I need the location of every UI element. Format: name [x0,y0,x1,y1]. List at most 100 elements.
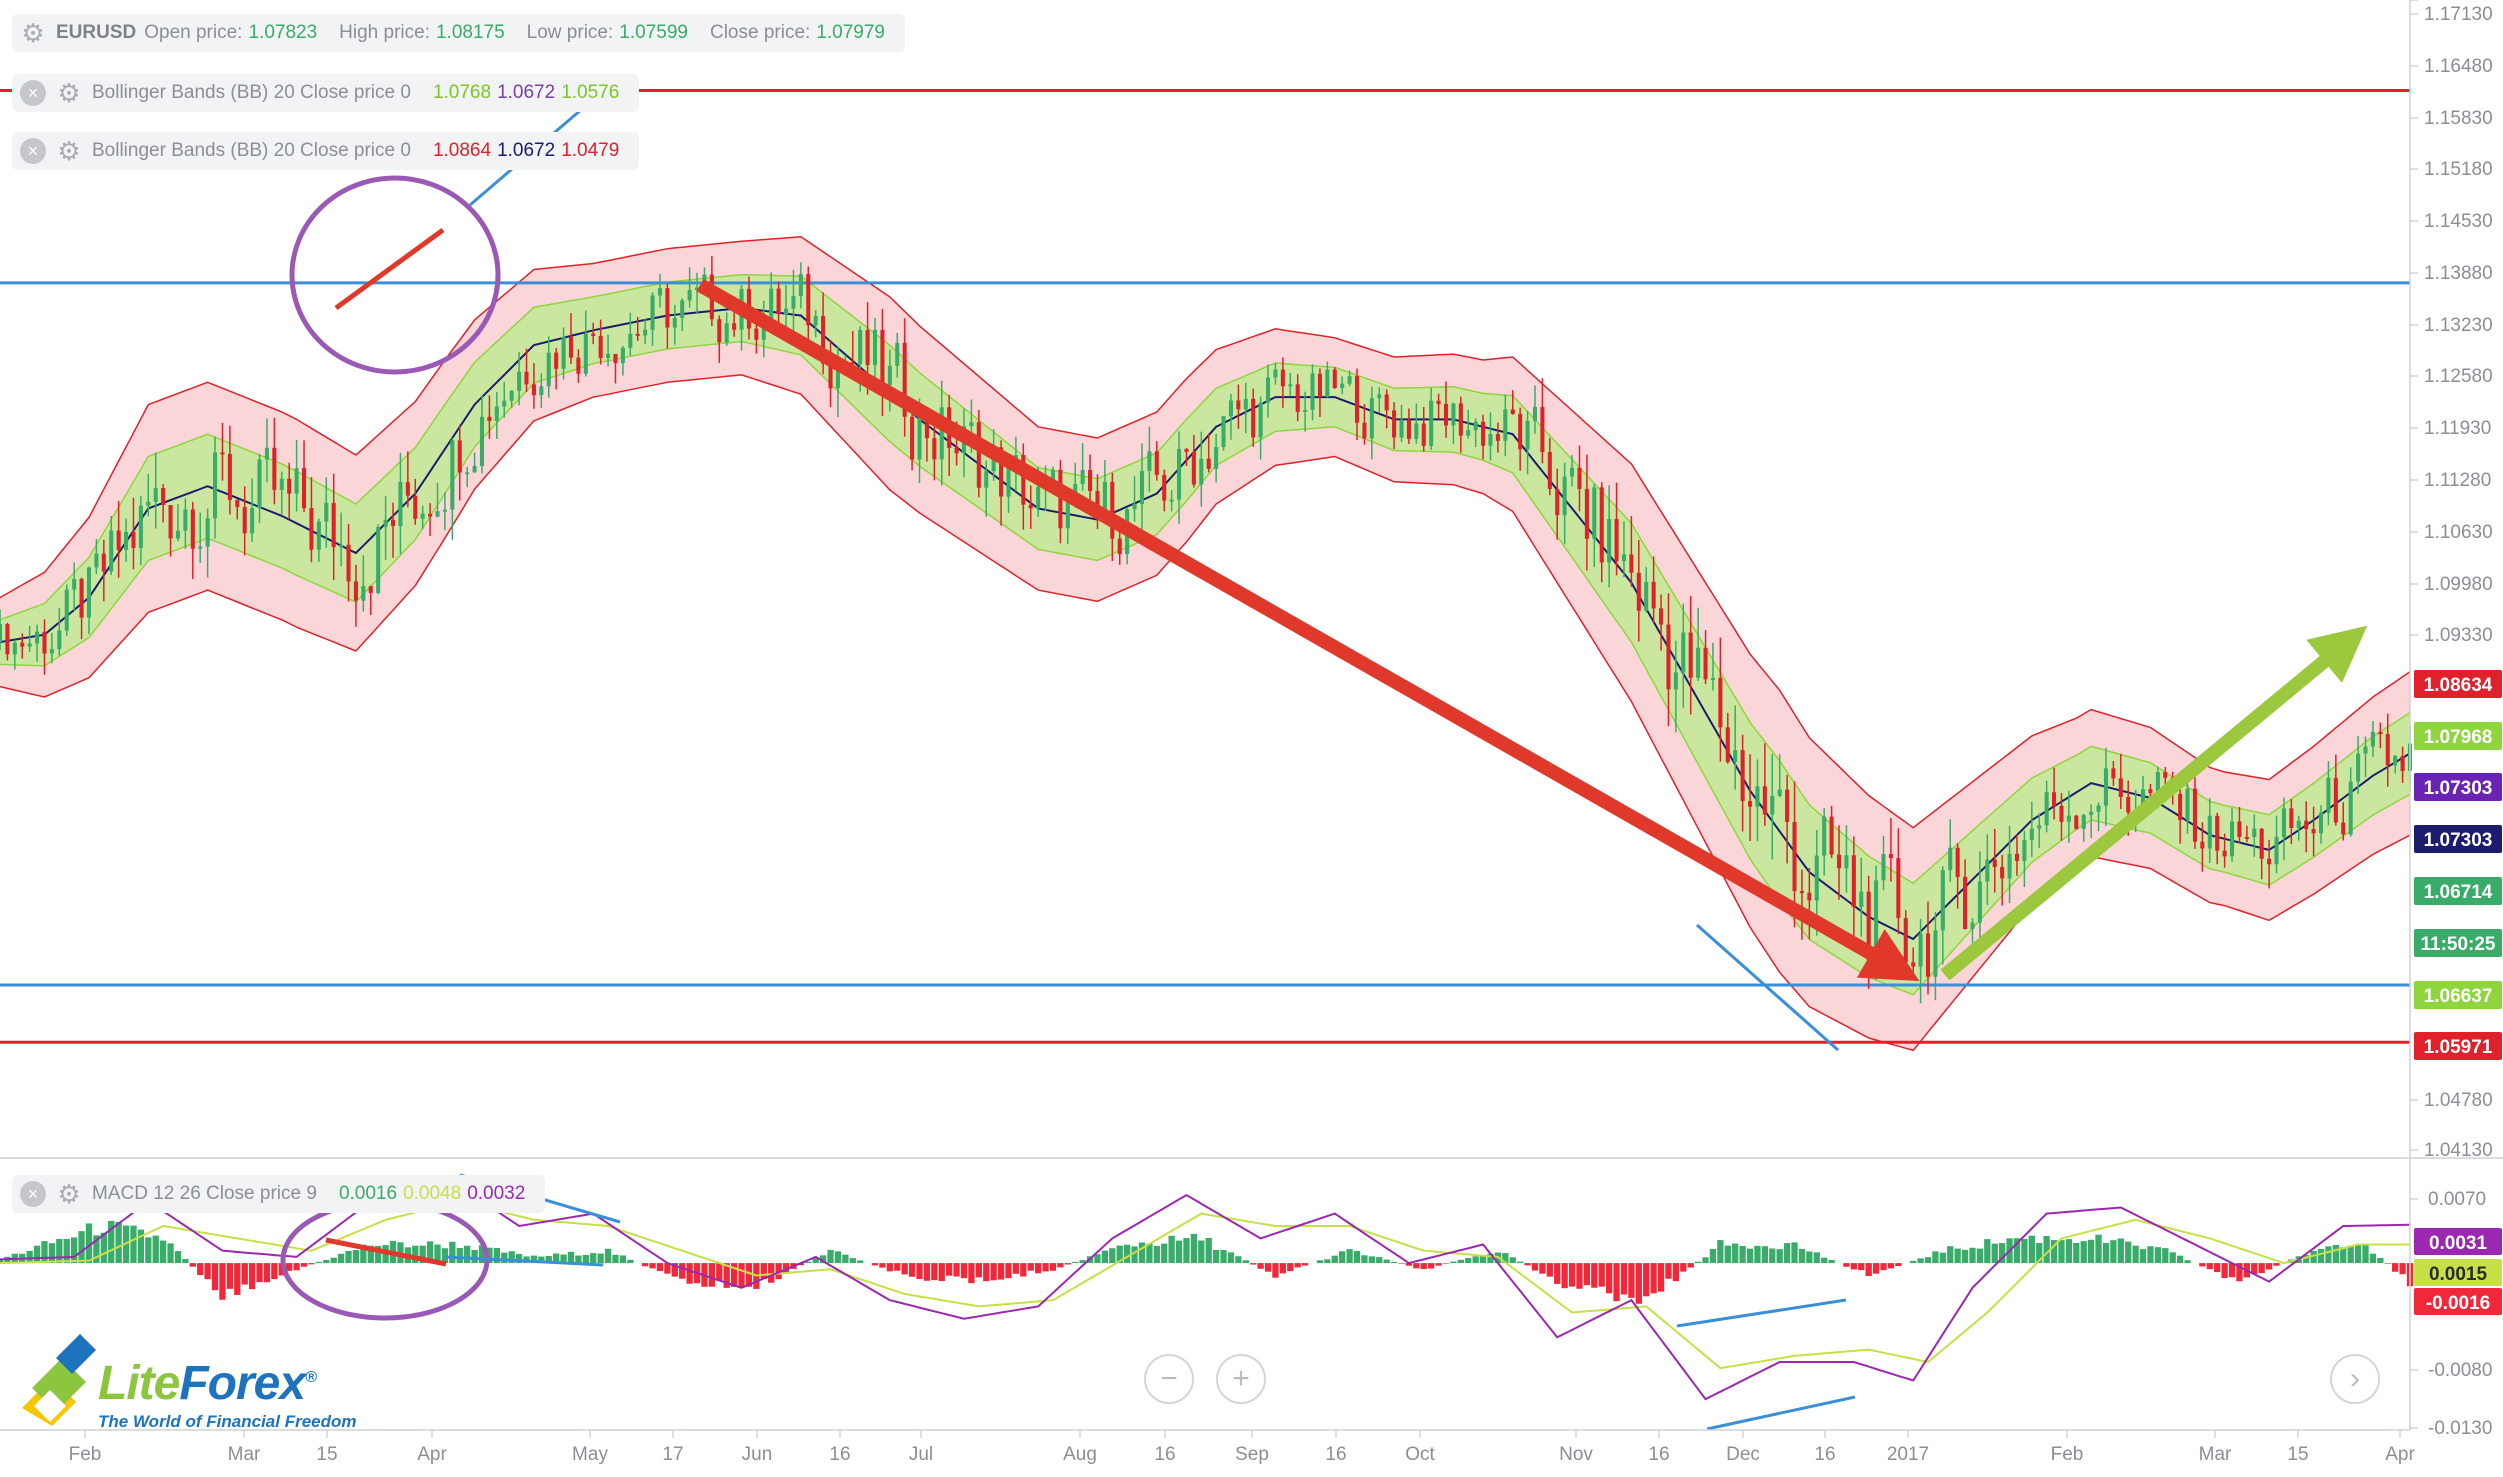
macd-histogram-bar [1094,1254,1101,1264]
close-icon[interactable]: × [20,80,46,106]
candle-body [479,416,485,466]
price-badge [2414,929,2502,957]
inner-band-fill [0,274,2410,995]
x-tick-label: Feb [69,1444,102,1465]
inner-lower-band [0,340,2411,996]
macd-histogram-bar [0,1259,4,1264]
macd-histogram-bar [2362,1244,2369,1264]
macd-histogram-bar [501,1252,508,1264]
macd-histogram-bar [745,1263,753,1287]
candle-body [1473,421,1478,431]
macd-histogram-bar [819,1255,827,1264]
macd-histogram-bar [1999,1243,2006,1264]
macd-histogram-bar [1783,1243,1791,1264]
candle-body [1710,677,1715,680]
candle-body [732,323,737,330]
candle-body [887,365,892,386]
macd-histogram-bar [2325,1246,2332,1264]
candle-body [1799,891,1804,894]
candle-body [1681,632,1686,673]
candle-body [657,288,663,296]
macd-histogram-bar [367,1245,374,1264]
candle-body [287,478,292,494]
macd-histogram-bar [849,1258,856,1264]
macd-histogram-bar [2132,1245,2139,1264]
candle-body [880,329,885,386]
candle-body [1280,369,1285,387]
candle-body [1518,413,1523,450]
macd-histogram-bar [115,1221,122,1264]
candle-body [138,505,143,548]
candle-body [1317,373,1322,397]
candle-body [628,333,633,348]
macd-histogram-bar [1442,1263,1450,1264]
candle-body [213,452,218,519]
candle-body [2304,820,2309,830]
candle-body [1614,519,1619,562]
macd-histogram-bar [1487,1253,1494,1264]
macd-histogram-bar [1858,1263,1865,1271]
candle-body [939,407,944,460]
candle-body [5,624,10,655]
candle-body [168,505,173,539]
macd-histogram-bar [515,1253,523,1264]
macd-histogram-bar [1324,1259,1331,1264]
close-icon[interactable]: × [20,138,46,164]
candle-body [2089,811,2094,815]
macd-histogram-bar [1235,1256,1242,1264]
candle-body [1132,503,1137,510]
y-tick-label: 1.16480 [2424,56,2493,77]
macd-value-line: 0.0032 [467,1183,526,1204]
gear-icon[interactable]: ⚙ [57,135,81,166]
candle-body [124,531,129,550]
outer-upper-band [0,236,2411,829]
macd-histogram-bar [530,1255,538,1264]
candle-body [591,333,596,337]
macd-histogram-bar [1798,1248,1806,1264]
candle-body [1139,470,1145,504]
candle-body [2296,820,2301,829]
macd-histogram-bar [1242,1260,1249,1264]
gear-icon[interactable]: ⚙ [57,77,81,108]
candle-body [1354,376,1360,423]
macd-histogram-bar [1591,1263,1598,1288]
candle-body [635,333,640,336]
candle-body [1021,455,1026,505]
close-icon[interactable]: × [20,1181,46,1207]
candle-body [1666,624,1671,690]
zoom-out-button[interactable]: − [1144,1354,1194,1404]
macd-histogram-bar [2228,1263,2236,1278]
candle-body [1006,465,1011,497]
candle-body [1733,750,1738,763]
gear-icon[interactable]: ⚙ [21,17,45,48]
candle-body [2318,812,2324,834]
zoom-in-button[interactable]: + [1216,1354,1266,1404]
candle-body [198,546,203,549]
candle-body [695,287,700,291]
macd-histogram-bar [1657,1263,1665,1292]
logo-name-forex: Forex [179,1357,306,1410]
gear-icon[interactable]: ⚙ [57,1178,81,1209]
macd-histogram-bar [871,1263,879,1266]
candle-body [2348,781,2353,835]
macd-histogram-bar [590,1253,597,1264]
macd-histogram-bar [679,1263,686,1279]
candle-body [1488,434,1493,446]
candle-body [2163,772,2168,778]
y-tick-label: 1.14530 [2424,211,2493,232]
macd-histogram-bar [1576,1263,1583,1289]
macd-histogram-bar [1554,1263,1561,1284]
scroll-next-button[interactable]: › [2330,1354,2380,1404]
y-tick-label: 1.04780 [2424,1090,2493,1111]
open-label: Open price: [144,22,243,43]
close-value: 1.07979 [816,22,885,43]
macd-histogram-bar [538,1256,545,1264]
macd-histogram-bar [946,1263,953,1276]
candle-body [2118,778,2123,797]
indicator-legend-bb-2: × ⚙ Bollinger Bands (BB) 20 Close price … [12,132,640,170]
candle-body [976,422,981,488]
macd-histogram-bar [2169,1252,2176,1264]
candle-body [1762,786,1767,815]
